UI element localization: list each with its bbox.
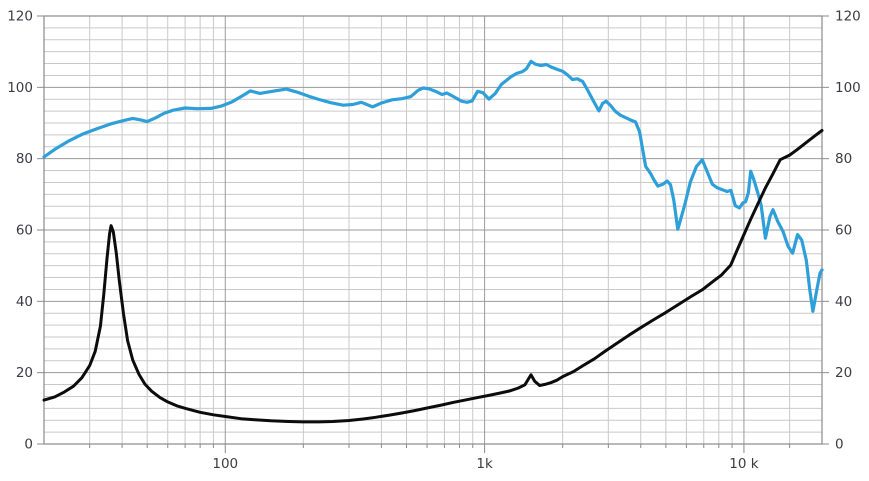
y-axis-label-left: 120 <box>7 9 33 25</box>
y-axis-label-left: 20 <box>16 365 33 381</box>
x-axis-label: 100 <box>212 456 238 472</box>
y-axis-label-right: 60 <box>835 223 852 239</box>
y-axis-label-right: 80 <box>835 151 852 167</box>
y-axis-label-left: 0 <box>24 437 33 453</box>
y-axis-label-right: 40 <box>835 294 852 310</box>
y-axis-label-left: 60 <box>16 223 33 239</box>
axis-labels: 0 0 20 20 40 40 60 60 80 80 100 100 120 120 100 1k 10 k <box>7 9 861 473</box>
curves <box>42 59 824 424</box>
axis-ticks <box>37 15 829 453</box>
grid-major <box>43 15 823 445</box>
y-axis-label-right: 100 <box>835 80 861 96</box>
y-axis-label-right: 20 <box>835 365 852 381</box>
y-axis-label-right: 120 <box>835 9 861 25</box>
x-axis-label: 10 k <box>729 456 758 472</box>
y-axis-label-left: 80 <box>16 151 33 167</box>
x-axis-label: 1k <box>476 456 493 472</box>
spl-response-curve <box>42 59 824 313</box>
y-axis-label-left: 100 <box>7 80 33 96</box>
y-axis-label-left: 40 <box>16 294 33 310</box>
y-axis-label-right: 0 <box>835 437 844 453</box>
impedance-curve <box>42 129 824 424</box>
